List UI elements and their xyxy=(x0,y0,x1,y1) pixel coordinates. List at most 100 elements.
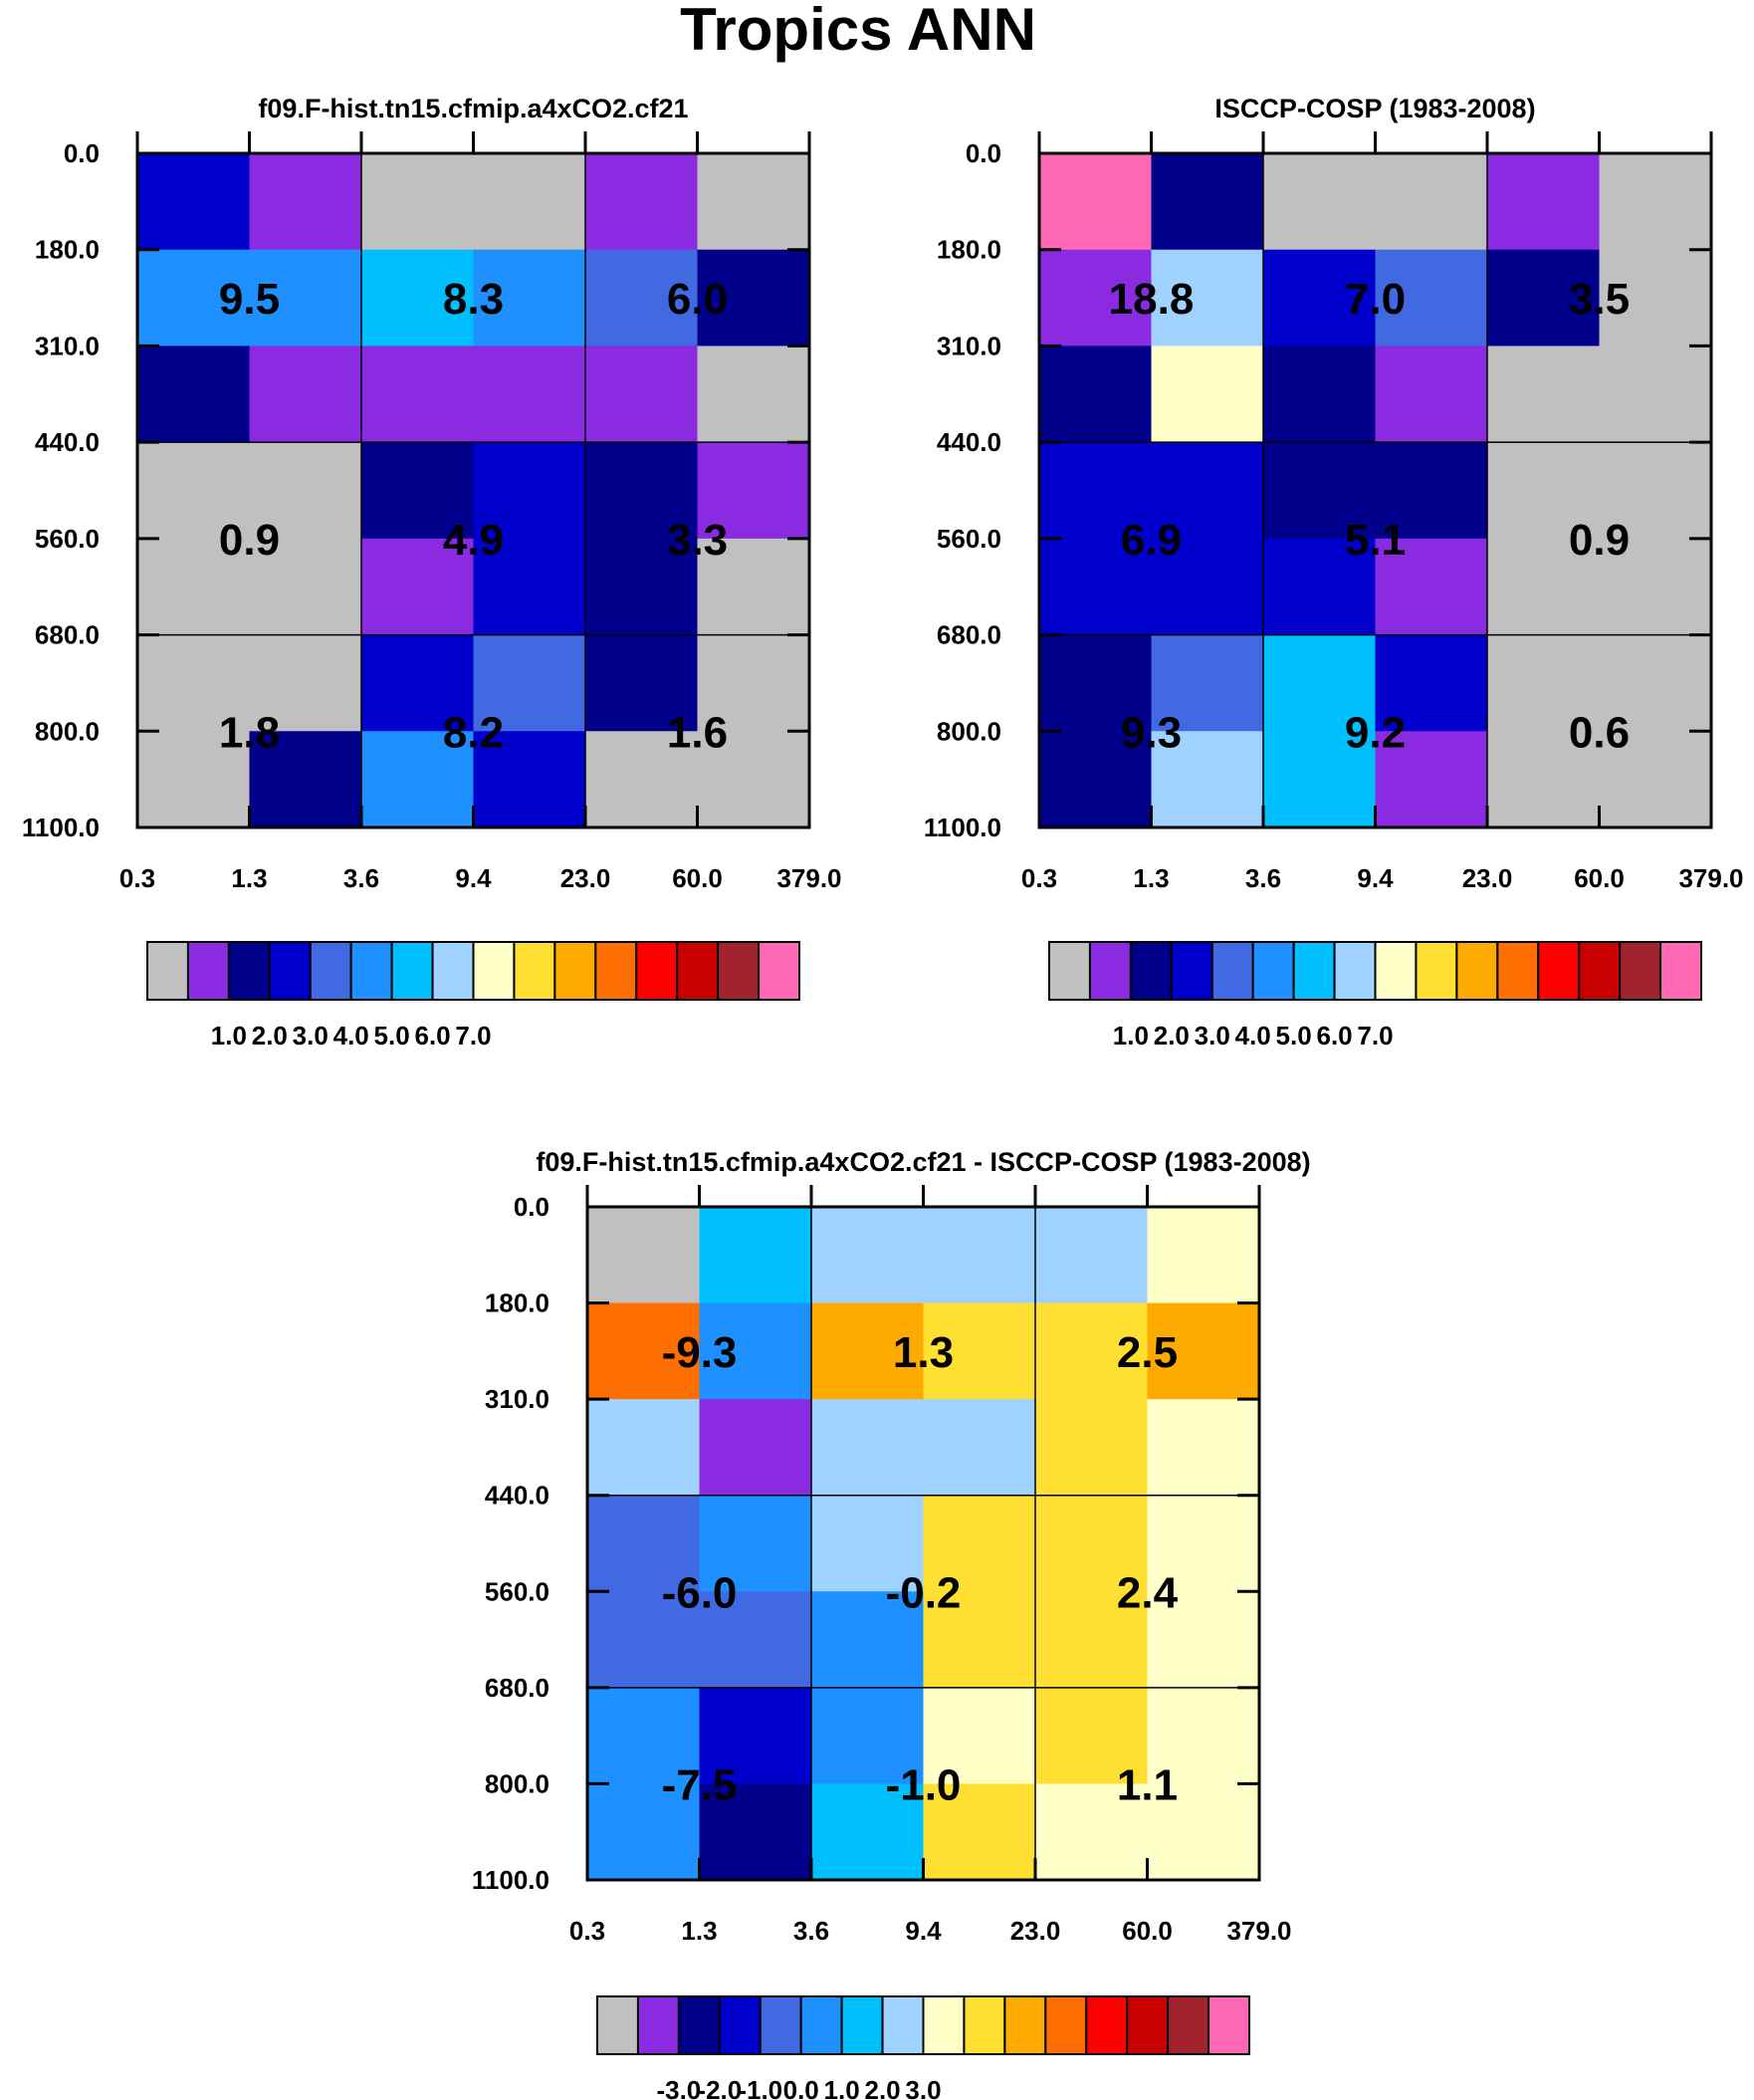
y-tick-label: 1100.0 xyxy=(22,813,100,842)
colorbar-swatch xyxy=(513,941,556,1001)
heatmap-cell xyxy=(1035,1783,1149,1881)
heatmap-cell xyxy=(699,1687,812,1785)
y-tick-label: 180.0 xyxy=(937,235,1001,265)
colorbar-swatch xyxy=(1207,1995,1250,2055)
x-tick-label: 23.0 xyxy=(1010,1916,1061,1946)
x-tick-label: 1.3 xyxy=(1133,863,1169,893)
group-grid xyxy=(587,1207,1259,1880)
heatmap-cell xyxy=(1487,442,1601,540)
heatmap-cell xyxy=(361,153,475,251)
heatmap-cell xyxy=(361,538,475,636)
colorbar-swatch xyxy=(1578,941,1622,1001)
heatmap-cell xyxy=(1487,538,1601,636)
colorbar-label: 2.0 xyxy=(252,1021,288,1050)
cell-value-label: 8.3 xyxy=(443,275,504,324)
x-tick-label: 3.6 xyxy=(343,863,379,893)
cell-value-label: 6.9 xyxy=(1121,516,1182,565)
heatmap-cell xyxy=(587,1783,701,1881)
colorbar-swatch xyxy=(799,1995,843,2055)
group-grid xyxy=(1039,153,1711,827)
colorbar: 1.0 2.0 3.0 4.0 5.0 6.0 7.0 xyxy=(1048,941,1702,1050)
colorbar-label: -3.0 xyxy=(656,2075,701,2100)
heatmap-cell xyxy=(1599,346,1712,443)
heatmap-cell xyxy=(1151,634,1264,732)
x-tick-label: 1.3 xyxy=(231,863,267,893)
colorbar-swatch xyxy=(349,941,393,1001)
colorbar-label: 4.0 xyxy=(1235,1021,1271,1050)
colorbar-label: 7.0 xyxy=(1357,1021,1393,1050)
colorbar-label: 7.0 xyxy=(455,1021,491,1050)
colorbar-swatch xyxy=(268,941,312,1001)
heatmap-cell xyxy=(249,538,362,636)
heatmap-cell xyxy=(1039,538,1153,636)
cell-value-label: 9.2 xyxy=(1345,708,1406,757)
heatmap-cell xyxy=(585,153,699,251)
heatmap-cell xyxy=(1375,731,1488,828)
heatmap-cell xyxy=(587,1399,701,1497)
heatmap-cell xyxy=(585,346,699,443)
heatmap-cell xyxy=(1147,1687,1260,1785)
cell-value-label: 9.3 xyxy=(1121,708,1182,757)
y-tick-label: 310.0 xyxy=(35,331,100,360)
heatmap-cell xyxy=(1487,731,1601,828)
colorbar-swatch xyxy=(1415,941,1458,1001)
heatmap-cell xyxy=(697,634,810,732)
colorbar-swatch xyxy=(1167,1995,1210,2055)
x-tick-label: 0.3 xyxy=(1021,863,1057,893)
y-tick-label: 310.0 xyxy=(485,1384,549,1414)
colorbar: -3.0-2.0-1.0 0.0 1.0 2.0 3.0 xyxy=(596,1995,1250,2100)
heatmap-cell xyxy=(697,249,810,348)
heatmap-cell xyxy=(249,731,362,828)
x-tick-label: 3.6 xyxy=(1245,863,1281,893)
colorbar-swatch xyxy=(596,1995,639,2055)
x-tick-label: 23.0 xyxy=(1462,863,1513,893)
heatmap-cell xyxy=(1375,346,1488,443)
colorbar-swatch xyxy=(1333,941,1377,1001)
group-grid xyxy=(137,153,809,827)
x-tick-label: 379.0 xyxy=(1226,1916,1291,1946)
heatmap-cell xyxy=(473,153,586,251)
heatmap-cell xyxy=(249,634,362,732)
colorbar-swatch xyxy=(390,941,434,1001)
heatmap-cell xyxy=(811,1302,925,1400)
heatmap-cell xyxy=(137,731,251,828)
heatmap-cell xyxy=(1375,538,1488,636)
panel-2: ISCCP-COSP (1983-2008) 0.0 180.0 310.0 440.0… xyxy=(924,94,1744,1050)
x-tick-label: 9.4 xyxy=(905,1916,942,1946)
heatmap-cell xyxy=(1151,249,1264,348)
heatmap-cell xyxy=(1263,346,1377,443)
colorbar-swatch xyxy=(1210,941,1254,1001)
heatmap-cell xyxy=(1263,153,1377,251)
heatmap-cell xyxy=(1263,538,1377,636)
x-tick-label: 9.4 xyxy=(1357,863,1394,893)
heatmap-cell xyxy=(811,1783,925,1881)
heatmap-cell xyxy=(1147,1302,1260,1400)
colorbar-swatch xyxy=(431,941,475,1001)
colorbar-label: 6.0 xyxy=(414,1021,450,1050)
colorbar-swatch xyxy=(718,1995,762,2055)
cell-value-label: 0.9 xyxy=(1569,516,1630,565)
y-tick-label: 1100.0 xyxy=(472,1865,549,1895)
colorbar-swatch xyxy=(1659,941,1702,1001)
cell-value-label: 7.0 xyxy=(1345,275,1406,324)
colorbar-label: 2.0 xyxy=(864,2075,900,2100)
y-tick-label: 1100.0 xyxy=(924,813,1001,842)
colorbar-label: 1.0 xyxy=(824,2075,860,2100)
heatmap-cell xyxy=(137,538,251,636)
heatmap-cell xyxy=(137,153,251,251)
heatmap-cell xyxy=(1263,249,1377,348)
cell-value-label: 5.1 xyxy=(1345,516,1406,565)
heatmap-cell xyxy=(1147,1399,1260,1497)
heatmap-cell xyxy=(699,1399,812,1497)
y-tick-label: 680.0 xyxy=(35,620,100,650)
colorbar-swatch xyxy=(1126,1995,1170,2055)
y-tick-label: 440.0 xyxy=(485,1481,549,1511)
heatmap-cell xyxy=(137,442,251,540)
cell-value-label: 1.6 xyxy=(667,708,728,757)
heatmap-cell xyxy=(1263,731,1377,828)
cell-value-label: 18.8 xyxy=(1109,275,1195,324)
heatmap-cell xyxy=(1599,249,1712,348)
panel-3: f09.F-hist.tn15.cfmip.a4xCO2.cf21 - ISCC… xyxy=(472,1147,1311,2100)
heatmap-cell xyxy=(1599,731,1712,828)
